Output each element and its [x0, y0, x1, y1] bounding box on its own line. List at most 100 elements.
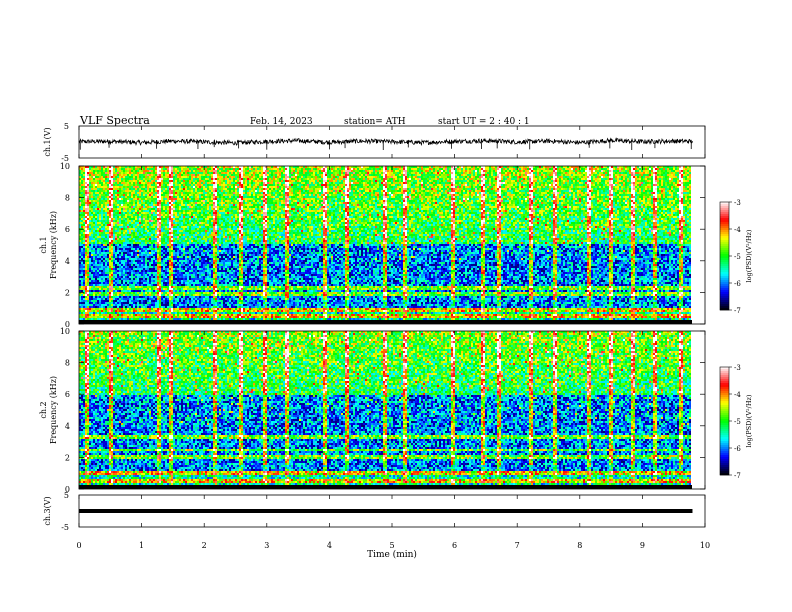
spectrogram-cell [95, 170, 97, 172]
spectrogram-cell [127, 168, 129, 170]
spectrogram-cell [93, 170, 95, 172]
spectrogram-cell [297, 168, 299, 170]
spectrogram-cell [225, 172, 227, 174]
spectrogram-cell [207, 170, 209, 172]
spectrogram-cell [563, 168, 565, 170]
spectrogram-cell [497, 170, 499, 172]
spectrogram-cell [81, 168, 83, 170]
spectrogram-cell [281, 170, 283, 172]
spectrogram-cell [675, 170, 677, 172]
spectrogram-cell [423, 170, 425, 172]
spectrogram-cell [175, 170, 177, 172]
spectrogram-cell [187, 172, 189, 174]
spectrogram-cell [657, 168, 659, 170]
spectrogram-cell [135, 172, 137, 174]
spectrogram-cell [431, 168, 433, 170]
spectrogram-cell [665, 168, 667, 170]
spectrogram-cell [517, 170, 519, 172]
spectrogram-cell [495, 168, 497, 170]
spectrogram-cell [549, 170, 551, 172]
spectrogram-cell [183, 170, 185, 172]
spectrogram-cell [193, 170, 195, 172]
spectrogram-cell [245, 168, 247, 170]
spectrogram-cell [123, 172, 125, 174]
spectrogram-cell [97, 168, 99, 170]
spectrogram-cell [171, 168, 173, 170]
spectrogram-cell [607, 168, 609, 170]
spectrogram-cell [235, 170, 237, 172]
spectrogram-cell [397, 168, 399, 170]
spectrogram-cell [101, 172, 103, 174]
spectrogram-cell [97, 172, 99, 174]
spectrogram-cell [415, 170, 417, 172]
spectrogram-cell [125, 172, 127, 174]
spectrogram-cell [565, 170, 567, 172]
spectrogram-cell [99, 168, 101, 170]
spectrogram-cell [221, 170, 223, 172]
ch1-spectrogram-image [79, 166, 705, 324]
spectrogram-cell [651, 170, 653, 172]
spectrogram-cell [451, 168, 453, 170]
spectrogram-cell [283, 170, 285, 172]
spectrogram-cell [687, 168, 689, 170]
spectrogram-cell [163, 172, 165, 174]
spectrogram-cell [207, 168, 209, 170]
spectrogram-cell [347, 168, 349, 170]
spectrogram-cell [131, 172, 133, 174]
spectrogram-cell [391, 170, 393, 172]
spectrogram-cell [365, 168, 367, 170]
spectrogram-cell [445, 168, 447, 170]
spectrogram-cell [297, 170, 299, 172]
spectrogram-cell [539, 168, 541, 170]
spectrogram-cell [183, 172, 185, 174]
spectrogram-cell [497, 168, 499, 170]
spectrogram-cell [535, 168, 537, 170]
spectrogram-cell [133, 168, 135, 170]
spectrogram-cell [83, 172, 85, 174]
spectrogram-cell [449, 170, 451, 172]
vlf-spectra-figure: VLF Spectra Feb. 14, 2023 station= ATH s… [0, 0, 792, 612]
spectrogram-cell [155, 168, 157, 170]
spectrogram-cell [239, 170, 241, 172]
spectrogram-cell [177, 172, 179, 174]
spectrogram-cell [521, 168, 523, 170]
spectrogram-cell [111, 172, 113, 174]
spectrogram-cell [213, 170, 215, 172]
spectrogram-cell [165, 168, 167, 170]
spectrogram-cell [181, 170, 183, 172]
spectrogram-cell [159, 172, 161, 174]
spectrogram-cell [179, 168, 181, 170]
spectrogram-cell [129, 168, 131, 170]
spectrogram-cell [253, 170, 255, 172]
spectrogram-cell [563, 170, 565, 172]
spectrogram-cell [355, 168, 357, 170]
spectrogram-cell [567, 170, 569, 172]
spectrogram-cell [307, 170, 309, 172]
spectrogram-cell [187, 170, 189, 172]
spectrogram-cell [525, 170, 527, 172]
spectrogram-cell [627, 168, 629, 170]
spectrogram-cell [255, 170, 257, 172]
spectrogram-cell [375, 168, 377, 170]
spectrogram-cell [197, 168, 199, 170]
spectrogram-cell [127, 170, 129, 172]
spectrogram-cell [601, 170, 603, 172]
spectrogram-cell [459, 170, 461, 172]
spectrogram-cell [271, 168, 273, 170]
spectrogram-cell [529, 170, 531, 172]
spectrogram-cell [533, 168, 535, 170]
spectrogram-cell [629, 168, 631, 170]
spectrogram-cell [295, 170, 297, 172]
spectrogram-cell [421, 168, 423, 170]
spectrogram-cell [509, 168, 511, 170]
spectrogram-cell [217, 170, 219, 172]
spectrogram-cell [567, 168, 569, 170]
spectrogram-cell [689, 170, 691, 172]
spectrogram-cell [315, 170, 317, 172]
spectrogram-cell [347, 170, 349, 172]
spectrogram-cell [303, 170, 305, 172]
spectrogram-cell [223, 172, 225, 174]
spectrogram-cell [661, 168, 663, 170]
spectrogram-cell [287, 168, 289, 170]
spectrogram-cell [143, 172, 145, 174]
